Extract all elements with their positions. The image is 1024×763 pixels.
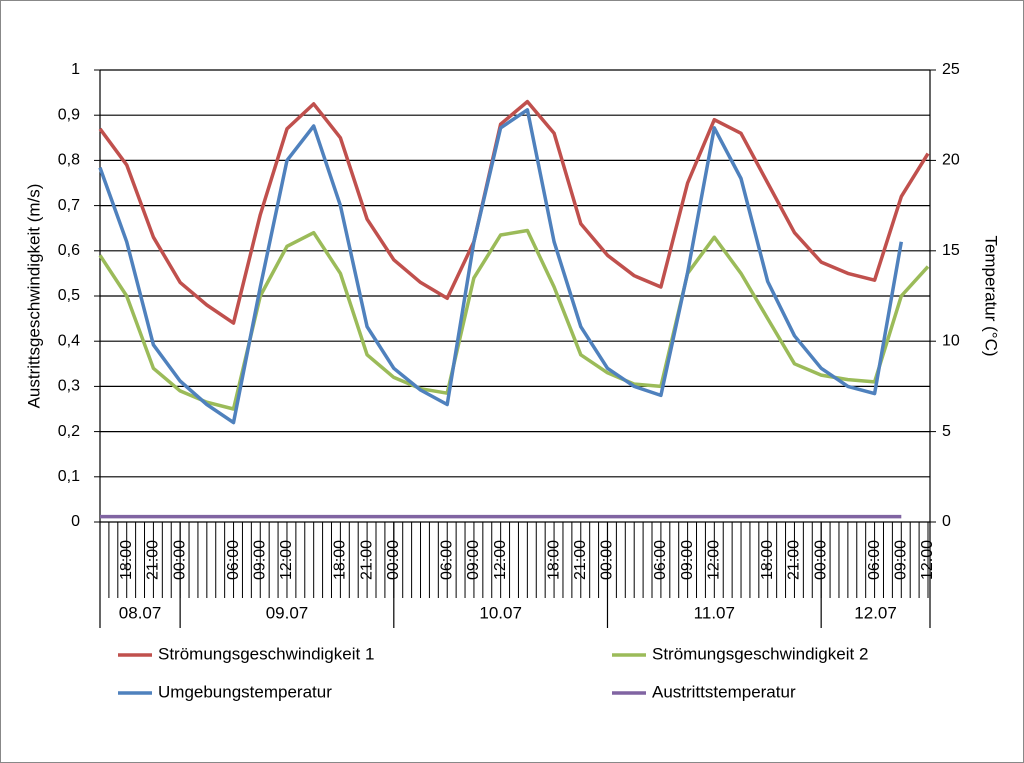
y2-tick-label: 20 xyxy=(942,152,960,169)
x-tick-label: 12:00 xyxy=(919,540,936,580)
x-tick-label: 06:00 xyxy=(438,540,455,580)
x-tick-label: 12:00 xyxy=(706,540,723,580)
series-line xyxy=(98,108,904,425)
legend-label: Austrittstemperatur xyxy=(652,682,796,701)
x-tick-label: 12:00 xyxy=(492,540,509,580)
x-tick-label: 12:00 xyxy=(278,540,295,580)
x-tick-label: 21:00 xyxy=(786,540,803,580)
x-tick-label: 09:00 xyxy=(893,540,910,580)
y-tick-label: 0,9 xyxy=(58,106,80,123)
x-tick-label: 09:00 xyxy=(679,540,696,580)
date-label: 11.07 xyxy=(694,603,735,622)
y-tick-label: 0,2 xyxy=(58,423,80,440)
x-tick-label: 18:00 xyxy=(759,540,776,580)
legend-label: Strömungsgeschwindigkeit 2 xyxy=(652,644,868,663)
x-tick-label: 21:00 xyxy=(572,540,589,580)
y2-axis-label: Temperatur (°C) xyxy=(982,235,1001,356)
series-line xyxy=(98,99,930,325)
x-tick-label: 21:00 xyxy=(358,540,375,580)
y-tick-label: 0,8 xyxy=(58,152,80,169)
x-tick-label: 06:00 xyxy=(225,540,242,580)
y-tick-label: 0,5 xyxy=(58,287,80,304)
y-tick-label: 0,7 xyxy=(58,197,80,214)
date-label: 09.07 xyxy=(266,603,309,622)
x-tick-label: 18:00 xyxy=(118,540,135,580)
date-label: 12.07 xyxy=(854,603,897,622)
y-axis-label: Austrittsgeschwindigkeit (m/s) xyxy=(24,184,43,409)
x-tick-label: 21:00 xyxy=(145,540,162,580)
y-tick-label: 0,1 xyxy=(58,468,80,485)
y2-tick-label: 25 xyxy=(942,61,960,78)
date-label: 08.07 xyxy=(119,603,162,622)
y2-tick-label: 5 xyxy=(942,423,951,440)
y2-tick-label: 10 xyxy=(942,332,960,349)
x-tick-label: 18:00 xyxy=(332,540,349,580)
y-tick-label: 1 xyxy=(71,61,80,78)
y2-tick-label: 15 xyxy=(942,242,960,259)
x-tick-label: 09:00 xyxy=(251,540,268,580)
y-tick-label: 0,3 xyxy=(58,378,80,395)
y-tick-label: 0,4 xyxy=(58,332,80,349)
legend-label: Strömungsgeschwindigkeit 1 xyxy=(158,644,374,663)
x-tick-label: 18:00 xyxy=(545,540,562,580)
series-line xyxy=(98,228,930,411)
x-tick-label: 06:00 xyxy=(866,540,883,580)
x-tick-label: 06:00 xyxy=(652,540,669,580)
y-tick-label: 0 xyxy=(71,513,80,530)
legend-label: Umgebungstemperatur xyxy=(158,682,332,701)
y-tick-label: 0,6 xyxy=(58,242,80,259)
date-label: 10.07 xyxy=(479,603,522,622)
x-tick-label: 09:00 xyxy=(465,540,482,580)
y2-tick-label: 0 xyxy=(942,513,951,530)
